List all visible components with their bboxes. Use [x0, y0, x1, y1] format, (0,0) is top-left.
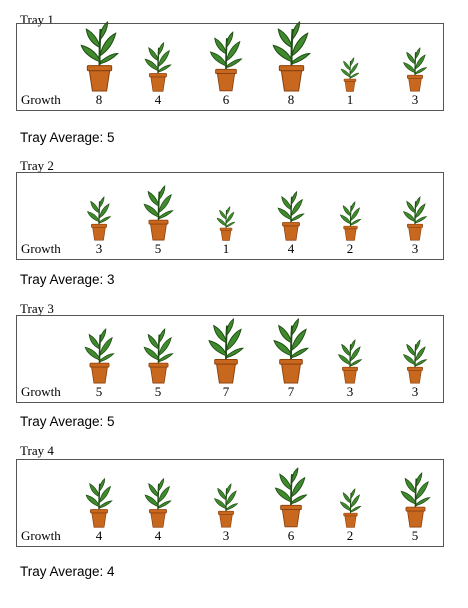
tray-2-average: Tray Average: 3 [20, 272, 115, 287]
growth-label: Growth [21, 384, 61, 399]
plant-pot-icon [401, 339, 429, 384]
growth-value: 3 [95, 241, 103, 256]
plant-pot-icon [269, 21, 314, 92]
growth-value: 4 [154, 92, 162, 107]
growth-value: 4 [287, 241, 295, 256]
tray-2-title: Tray 2 [20, 158, 54, 173]
plant-pot-icon [141, 185, 176, 241]
growth-value: 5 [95, 384, 103, 399]
plant-pot-icon [207, 31, 245, 92]
plant-pot-icon [212, 483, 240, 528]
growth-value: 1 [222, 241, 230, 256]
growth-value: 3 [346, 384, 354, 399]
plant-pot-icon [398, 472, 433, 528]
plant-pot-icon [338, 488, 363, 528]
growth-value: 5 [154, 384, 162, 399]
growth-value: 6 [222, 92, 230, 107]
growth-value: 7 [222, 384, 230, 399]
growth-value: 2 [346, 241, 354, 256]
plant-pot-icon [275, 191, 307, 241]
tray-4-box: Growth 4 4 3 6 [16, 459, 444, 547]
plant-pot-icon [401, 196, 429, 241]
growth-value: 7 [287, 384, 295, 399]
growth-value: 6 [287, 528, 295, 543]
plant-pot-icon [82, 328, 117, 384]
plant-pot-icon [141, 328, 176, 384]
plant-pot-icon [338, 201, 363, 241]
growth-value: 4 [154, 528, 162, 543]
growth-value: 2 [346, 528, 354, 543]
tray-3-box: Growth 5 5 7 7 [16, 315, 444, 403]
tray-3-title: Tray 3 [20, 301, 54, 316]
tray-3-average: Tray Average: 5 [20, 414, 115, 429]
plant-pot-icon [401, 47, 429, 92]
plant-pot-icon [83, 478, 115, 528]
plant-pot-icon [205, 318, 247, 384]
growth-value: 5 [154, 241, 162, 256]
growth-label: Growth [21, 241, 61, 256]
growth-value: 8 [287, 92, 295, 107]
tray-4-title: Tray 4 [20, 443, 54, 458]
tray-1-average: Tray Average: 5 [20, 130, 115, 145]
growth-label: Growth [21, 92, 61, 107]
plant-pot-icon [336, 339, 364, 384]
growth-value: 3 [411, 384, 419, 399]
plant-pot-icon [272, 467, 310, 528]
growth-value: 4 [95, 528, 103, 543]
plant-pot-icon [142, 478, 174, 528]
growth-value: 8 [95, 92, 103, 107]
growth-label: Growth [21, 528, 61, 543]
growth-value: 3 [222, 528, 230, 543]
growth-value: 3 [411, 241, 419, 256]
plant-pot-icon [142, 42, 174, 92]
tray-2-box: Growth 3 5 1 4 [16, 172, 444, 260]
tray-1-box: Growth 8 4 6 8 [16, 21, 444, 111]
plant-pot-icon [85, 196, 113, 241]
plant-pot-icon [215, 206, 237, 241]
growth-value: 3 [411, 92, 419, 107]
plant-pot-icon [339, 57, 361, 92]
growth-value: 5 [411, 528, 419, 543]
tray-4-average: Tray Average: 4 [20, 564, 115, 579]
growth-value: 1 [346, 92, 354, 107]
plant-pot-icon [270, 318, 312, 384]
plant-pot-icon [77, 21, 122, 92]
